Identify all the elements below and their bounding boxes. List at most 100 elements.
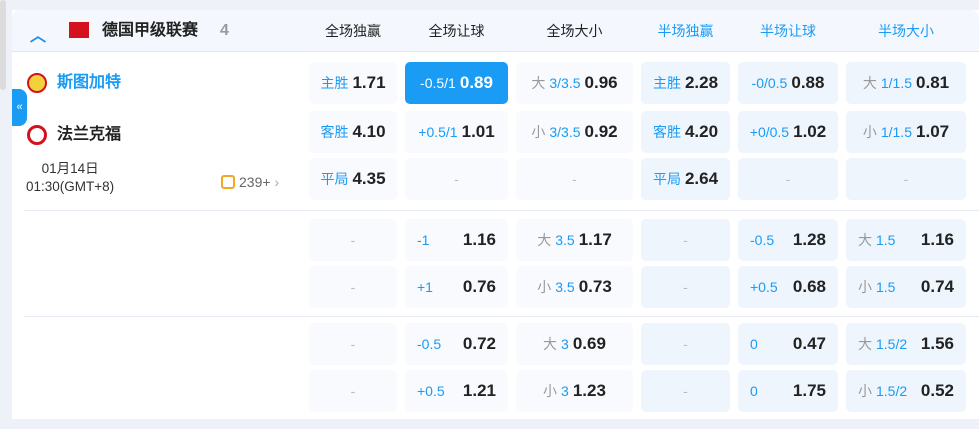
odds-value: 0.52 bbox=[920, 381, 954, 400]
more-markets-link[interactable]: 239+ › bbox=[221, 174, 279, 190]
odds-handicap: -1 bbox=[417, 232, 433, 248]
empty-odds: - bbox=[350, 336, 356, 352]
column-header: 全场独赢 bbox=[325, 23, 381, 39]
odds-cell[interactable]: 大 3/3.5 0.96 bbox=[516, 62, 633, 104]
match-time: 01:30(GMT+8) bbox=[26, 179, 115, 194]
odds-handicap: +0.5/1 bbox=[418, 124, 461, 140]
over-under-label: 小 bbox=[862, 124, 877, 140]
odds-label: 3/3.5 bbox=[549, 124, 581, 140]
odds-label: -0/0.5 bbox=[751, 75, 788, 91]
empty-odds: - bbox=[683, 336, 688, 352]
odds-cell[interactable]: 客胜 4.10 bbox=[309, 111, 397, 153]
odds-value: 0.96 bbox=[584, 73, 618, 92]
bundesliga-logo-icon bbox=[69, 22, 89, 38]
odds-cell[interactable]: -0.5 0.72 bbox=[405, 323, 508, 365]
odds-label: 客胜 bbox=[320, 124, 349, 140]
over-under-label: 小 bbox=[858, 279, 872, 295]
odds-handicap: 平局 bbox=[653, 169, 685, 189]
odds-cell[interactable]: 大 3 0.69 bbox=[516, 323, 633, 365]
odds-value: 1.07 bbox=[916, 122, 950, 141]
odds-cell[interactable]: -0.5/1 0.89 bbox=[405, 62, 508, 104]
empty-odds: - bbox=[350, 279, 356, 295]
odds-value: 1.75 bbox=[792, 381, 826, 400]
odds-cell[interactable]: -0/0.5 0.88 bbox=[738, 62, 838, 104]
odds-value: 1.21 bbox=[462, 381, 496, 400]
odds-cell: - bbox=[641, 266, 730, 308]
odds-cell: - bbox=[738, 158, 838, 200]
odds-cell[interactable]: 小 1.5 0.74 bbox=[846, 266, 966, 308]
odds-label: 1/1.5 bbox=[880, 124, 913, 140]
away-team[interactable]: 法兰克福 bbox=[27, 120, 121, 145]
odds-value: 0.81 bbox=[916, 73, 950, 92]
odds-cell[interactable]: -0.5 1.28 bbox=[738, 219, 838, 261]
odds-cell: - bbox=[641, 219, 730, 261]
odds-label: 3/3.5 bbox=[549, 75, 581, 91]
odds-label: 3 bbox=[561, 383, 569, 399]
odds-cell[interactable]: 小 3.5 0.73 bbox=[516, 266, 633, 308]
odds-value: 0.47 bbox=[792, 334, 826, 353]
chevron-up-icon[interactable]: ︿ bbox=[30, 28, 47, 45]
odds-cell[interactable]: 大 3.5 1.17 bbox=[516, 219, 633, 261]
odds-cell[interactable]: 小 3 1.23 bbox=[516, 370, 633, 412]
odds-handicap: 平局 bbox=[320, 169, 352, 189]
odds-cell[interactable]: +0.5 1.21 bbox=[405, 370, 508, 412]
odds-cell[interactable]: 大 1.5 1.16 bbox=[846, 219, 966, 261]
odds-label: 1.5 bbox=[876, 232, 896, 248]
odds-cell[interactable]: +0.5 0.68 bbox=[738, 266, 838, 308]
odds-cell[interactable]: 主胜 1.71 bbox=[309, 62, 397, 104]
odds-cell: - bbox=[641, 370, 730, 412]
odds-cell[interactable]: 0 1.75 bbox=[738, 370, 838, 412]
odds-cell[interactable]: +1 0.76 bbox=[405, 266, 508, 308]
odds-value: 1.71 bbox=[352, 73, 386, 92]
odds-handicap: 小 1.5 bbox=[858, 277, 899, 297]
odds-label: -1 bbox=[417, 232, 430, 248]
odds-label: +0/0.5 bbox=[749, 124, 790, 140]
odds-value: 1.28 bbox=[792, 230, 826, 249]
odds-cell[interactable]: 小 3/3.5 0.92 bbox=[516, 111, 633, 153]
odds-handicap: 小 1/1.5 bbox=[863, 122, 916, 142]
odds-cell: - bbox=[309, 370, 397, 412]
column-header: 半场让球 bbox=[760, 23, 816, 39]
odds-label: -0.5 bbox=[417, 336, 442, 352]
empty-odds: - bbox=[785, 171, 791, 187]
odds-cell[interactable]: +0/0.5 1.02 bbox=[738, 111, 838, 153]
odds-cell[interactable]: 0 0.47 bbox=[738, 323, 838, 365]
empty-odds: - bbox=[683, 279, 688, 295]
odds-cell[interactable]: 小 1/1.5 1.07 bbox=[846, 111, 966, 153]
over-under-label: 大 bbox=[862, 75, 877, 91]
odds-cell[interactable]: 客胜 4.20 bbox=[641, 111, 730, 153]
odds-value: 0.74 bbox=[920, 277, 954, 296]
odds-cell[interactable]: 平局 2.64 bbox=[641, 158, 730, 200]
odds-label: 客胜 bbox=[652, 124, 681, 140]
odds-value: 0.76 bbox=[462, 277, 496, 296]
chevron-right-icon: › bbox=[274, 174, 280, 190]
over-under-label: 大 bbox=[537, 232, 552, 248]
page-scrollbar[interactable] bbox=[0, 0, 6, 90]
divider bbox=[24, 210, 979, 211]
empty-odds: - bbox=[683, 383, 688, 399]
away-team-name: 法兰克福 bbox=[57, 126, 122, 143]
odds-handicap: 大 3.5 bbox=[537, 230, 578, 250]
odds-label: 3.5 bbox=[555, 232, 575, 248]
odds-cell[interactable]: 平局 4.35 bbox=[309, 158, 397, 200]
odds-value: 0.69 bbox=[572, 334, 606, 353]
odds-value: 1.23 bbox=[572, 381, 606, 400]
over-under-label: 小 bbox=[531, 124, 546, 140]
odds-cell[interactable]: 小 1.5/2 0.52 bbox=[846, 370, 966, 412]
odds-handicap: 0 bbox=[750, 336, 762, 352]
empty-odds: - bbox=[350, 232, 356, 248]
odds-label: 0 bbox=[750, 383, 758, 399]
odds-cell[interactable]: 大 1.5/2 1.56 bbox=[846, 323, 966, 365]
odds-cell[interactable]: 主胜 2.28 bbox=[641, 62, 730, 104]
odds-cell[interactable]: -1 1.16 bbox=[405, 219, 508, 261]
odds-label: 1/1.5 bbox=[880, 75, 913, 91]
empty-odds: - bbox=[454, 171, 459, 187]
odds-handicap: 大 1.5/2 bbox=[858, 334, 911, 354]
home-team[interactable]: 斯图加特 bbox=[27, 68, 121, 93]
odds-cell[interactable]: 大 1/1.5 0.81 bbox=[846, 62, 966, 104]
collapse-sidebar-button[interactable]: « bbox=[12, 89, 27, 126]
odds-cell[interactable]: +0.5/1 1.01 bbox=[405, 111, 508, 153]
double-chevron-left-icon: « bbox=[16, 101, 23, 113]
